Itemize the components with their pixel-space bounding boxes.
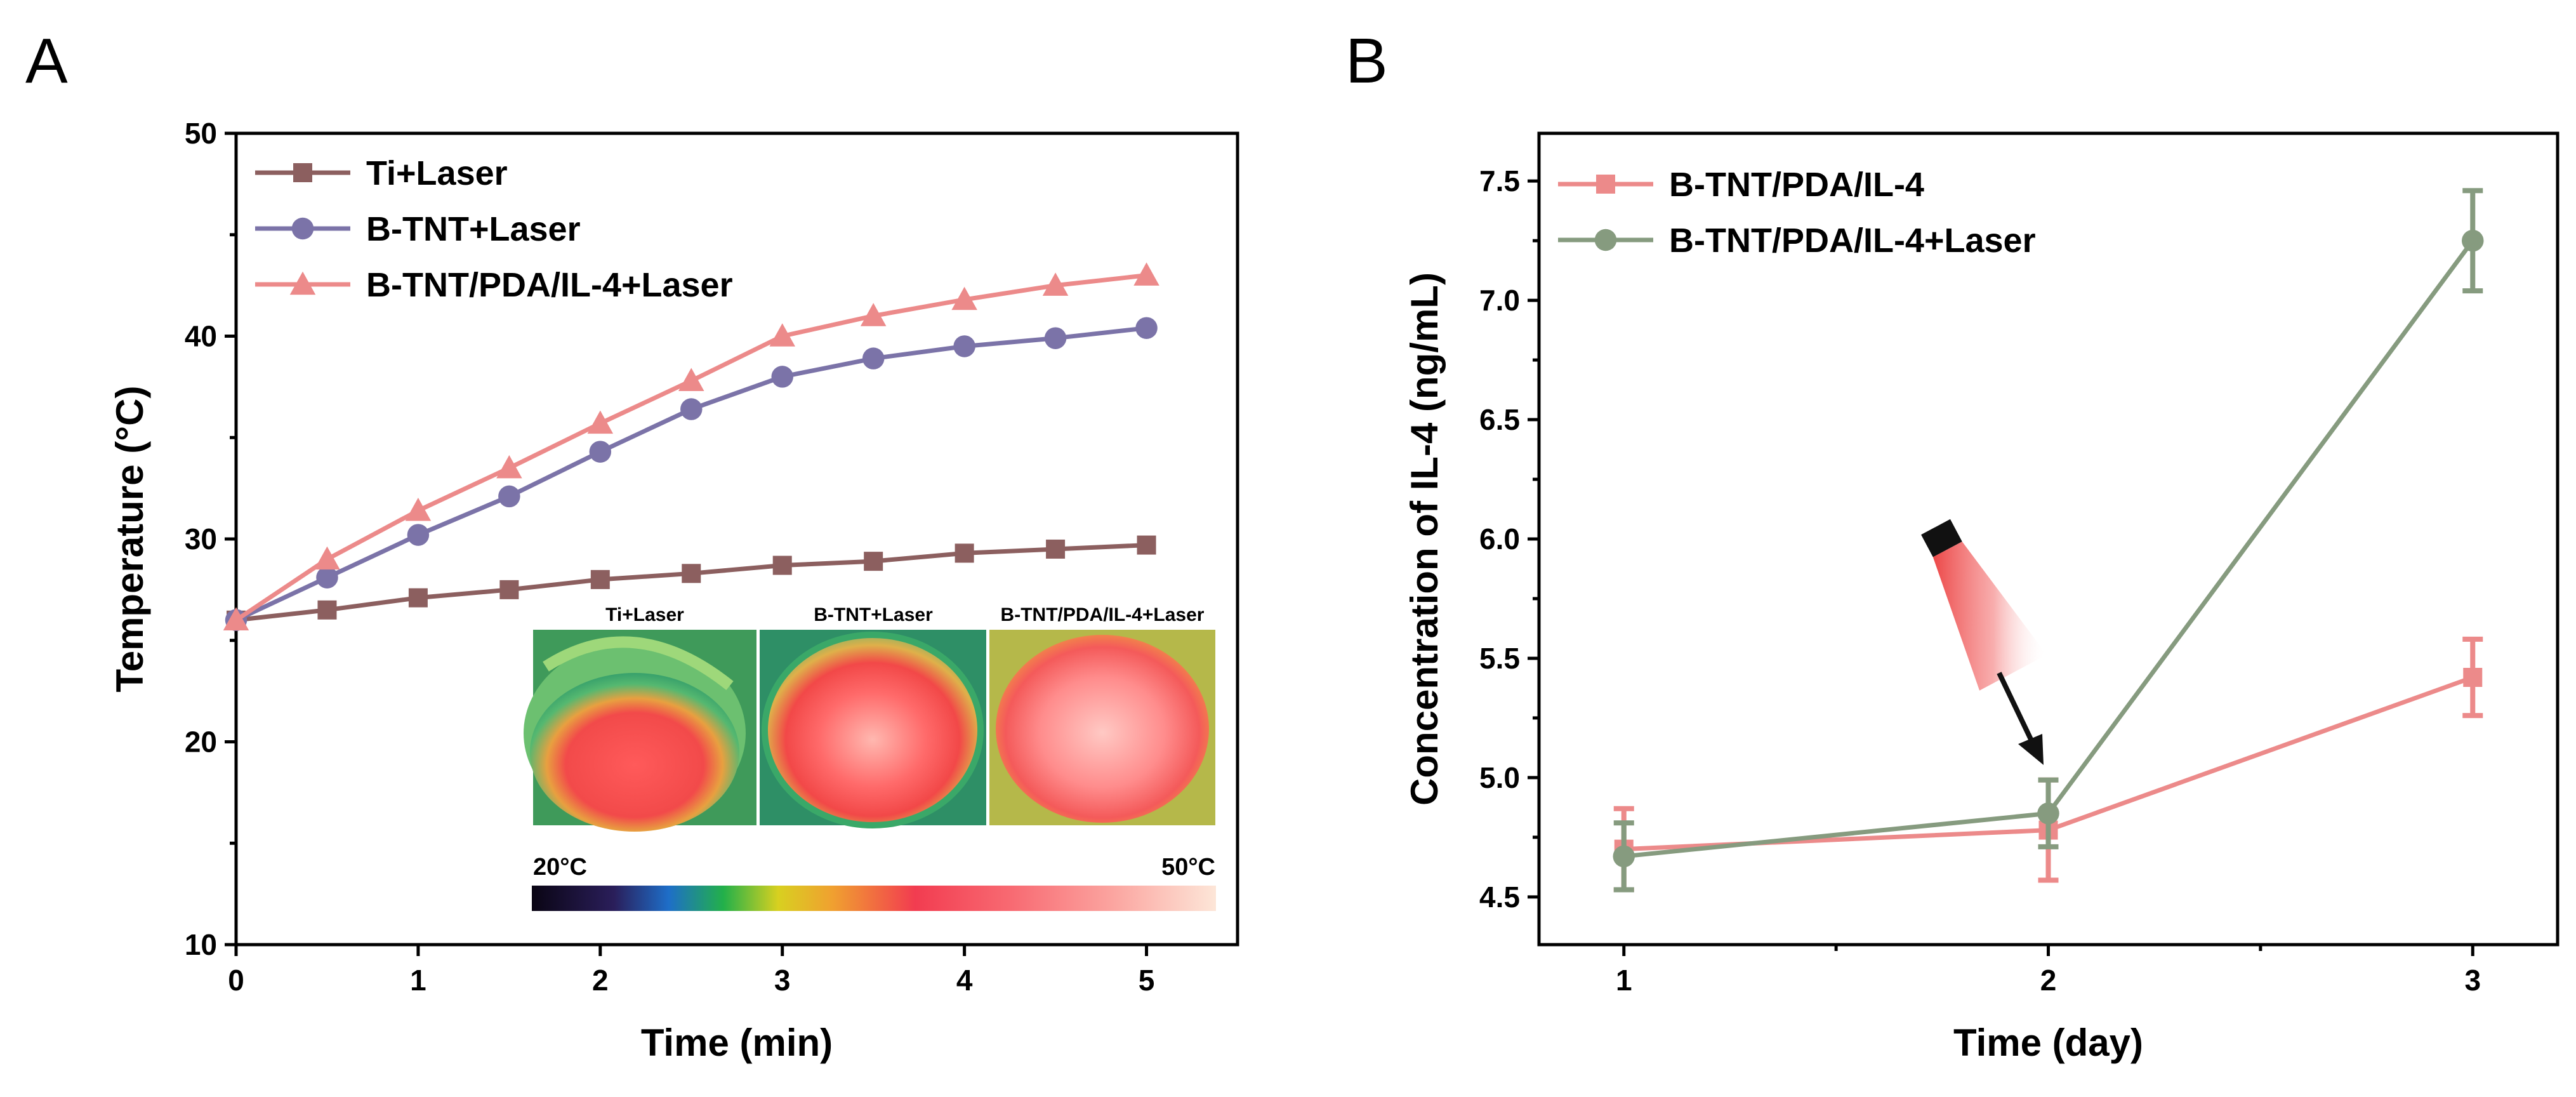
y-tick-label: 5.0: [1479, 761, 1520, 794]
thermal-inset: Ti+Laser B-TNT+Laser B-TNT/PDA/IL-4+Laser 2…: [524, 604, 1216, 911]
data-point: [682, 564, 701, 583]
legend-marker: [293, 163, 312, 182]
thermal-image-label: B-TNT+Laser: [814, 604, 933, 625]
thermal-image-il4: [989, 630, 1215, 825]
y-tick-label: 50: [185, 117, 217, 150]
y-tick-label: 7.0: [1479, 284, 1520, 317]
temperature-colorbar: [532, 886, 1216, 911]
y-tick-label: 6.0: [1479, 522, 1520, 555]
data-point: [1042, 272, 1069, 296]
legend-marker: [1596, 175, 1615, 194]
colorbar-max-label: 50°C: [1161, 854, 1215, 881]
series-ti-laser: [227, 535, 1156, 630]
data-point: [223, 607, 249, 630]
laser-annotation: [1921, 519, 2047, 765]
y-axis-title: Temperature (°C): [109, 386, 151, 693]
laser-arrow-icon: [1997, 672, 2037, 747]
x-axis-title: Time (min): [641, 1021, 833, 1064]
y-tick-label: 4.5: [1479, 881, 1520, 914]
data-point: [590, 569, 610, 589]
data-point: [1133, 262, 1159, 286]
thermal-image-ti: [524, 630, 756, 832]
x-tick-label: 3: [774, 964, 791, 997]
data-point: [1137, 535, 1156, 555]
data-point: [862, 347, 885, 369]
thermal-image-btnt: [760, 630, 986, 828]
y-tick-label: 10: [185, 928, 217, 961]
data-point: [771, 366, 793, 388]
data-point: [589, 441, 612, 463]
legend-label: Ti+Laser: [366, 154, 508, 192]
data-point: [953, 335, 975, 357]
data-point: [772, 555, 792, 575]
data-point: [1613, 845, 1635, 868]
data-point: [951, 286, 977, 310]
x-tick-label: 2: [592, 964, 609, 997]
thermal-image-label: B-TNT/PDA/IL-4+Laser: [1001, 604, 1205, 625]
data-point: [2037, 802, 2059, 825]
x-tick-label: 3: [2464, 964, 2481, 997]
legend-label: B-TNT/PDA/IL-4: [1669, 166, 1924, 204]
data-point: [1044, 327, 1067, 349]
legend-marker: [1594, 229, 1617, 251]
x-tick-label: 2: [2040, 964, 2057, 997]
legend-label: B-TNT/PDA/IL-4+Laser: [366, 266, 733, 304]
legend: B-TNT/PDA/IL-4 B-TNT/PDA/IL-4+Laser: [1558, 166, 2036, 260]
data-point: [2462, 229, 2484, 252]
legend-marker: [289, 271, 316, 295]
panel-a-label: A: [25, 25, 68, 96]
y-tick-label: 40: [185, 320, 217, 353]
y-axis-title: Concentration of IL-4 (ng/mL): [1403, 272, 1446, 806]
data-point: [1135, 317, 1158, 339]
data-point: [498, 485, 520, 508]
data-point: [499, 580, 519, 599]
data-point: [860, 303, 887, 326]
series-b-tnt-laser: [225, 317, 1158, 632]
panel-b-label: B: [1345, 25, 1388, 96]
data-point: [2463, 668, 2483, 688]
panel-a-chart: 0 1 2 3 4 5 10 20 30 40 50 Time (min) Temperature (°…: [109, 117, 1239, 1064]
laser-beam-icon: [1932, 542, 2047, 691]
series-b-tnt-pda-il-4-laser: [223, 262, 1159, 630]
thermal-image-label: Ti+Laser: [605, 604, 684, 625]
y-tick-label: 5.5: [1479, 642, 1520, 675]
legend-label: B-TNT+Laser: [366, 210, 581, 248]
data-point: [496, 455, 522, 479]
data-point: [587, 410, 614, 434]
x-tick-label: 4: [956, 964, 973, 997]
data-point: [314, 546, 340, 570]
y-tick-label: 6.5: [1479, 403, 1520, 436]
data-point: [317, 600, 337, 620]
data-point: [1046, 539, 1066, 559]
x-tick-label: 0: [228, 964, 244, 997]
colorbar-min-label: 20°C: [533, 854, 587, 881]
data-point: [864, 552, 883, 571]
data-point: [405, 498, 432, 521]
data-point: [954, 543, 974, 563]
data-point: [316, 566, 338, 588]
y-tick-label: 20: [185, 726, 217, 759]
series-b-tnt-pda-il-4-laser: [1613, 188, 2484, 893]
data-point: [680, 398, 703, 420]
series-b-tnt-pda-il-4: [1613, 636, 2483, 893]
x-tick-label: 1: [410, 964, 426, 997]
y-tick-label: 7.5: [1479, 164, 1520, 197]
series-line: [1623, 239, 2475, 859]
data-point: [407, 524, 430, 546]
data-point: [769, 323, 795, 347]
x-tick-label: 1: [1616, 964, 1632, 997]
legend: Ti+Laser B-TNT+Laser B-TNT/PDA/IL-4+Laser: [255, 154, 733, 304]
laser-head-icon: [1921, 519, 1962, 557]
legend-label: B-TNT/PDA/IL-4+Laser: [1669, 222, 2036, 260]
x-axis-title: Time (day): [1953, 1021, 2143, 1064]
legend-marker: [291, 217, 314, 240]
panel-b-chart: 1 2 3 4.5 5.0 5.5 6.0 6.5 7.0 7.5 Time (day) Concen…: [1403, 131, 2559, 1064]
data-point: [408, 588, 428, 608]
data-point: [678, 368, 704, 391]
y-tick-label: 30: [185, 522, 217, 555]
x-tick-label: 5: [1139, 964, 1155, 997]
